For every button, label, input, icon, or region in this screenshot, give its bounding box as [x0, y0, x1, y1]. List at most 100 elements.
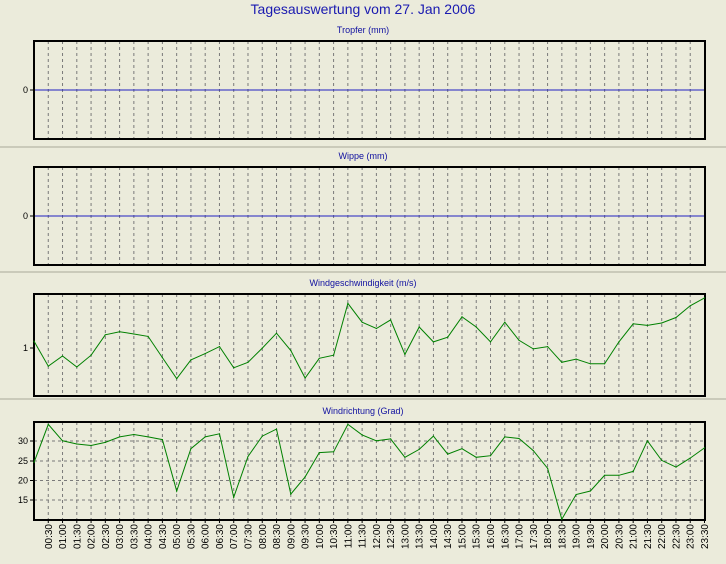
plot-frame-tropfer — [33, 40, 706, 140]
x-tick-label: 10:30 — [329, 524, 340, 549]
x-tick-label: 07:00 — [229, 524, 240, 549]
data-point — [675, 316, 677, 319]
series-line-winddir — [33, 423, 705, 521]
data-point — [375, 440, 377, 442]
data-point — [632, 470, 634, 472]
x-tick-label: 14:00 — [429, 524, 440, 549]
data-point — [646, 324, 649, 326]
data-point — [190, 359, 192, 361]
data-point — [532, 348, 534, 350]
data-point — [275, 428, 278, 430]
x-tick-label: 01:00 — [58, 524, 69, 549]
data-point — [204, 353, 206, 355]
data-point — [290, 349, 292, 352]
x-tick-label: 06:30 — [215, 524, 226, 549]
data-point — [304, 476, 306, 478]
plot-frame-winddir — [33, 421, 706, 521]
x-tick-label: 07:30 — [244, 524, 255, 549]
x-tick-label: 01:30 — [72, 524, 83, 549]
data-point — [347, 302, 349, 304]
data-point — [646, 440, 649, 442]
x-tick-label: 06:00 — [201, 524, 212, 549]
data-point — [618, 474, 620, 476]
y-tick-label: 25 — [18, 456, 28, 466]
x-tick-label: 18:30 — [557, 524, 568, 549]
x-tick-label: 05:00 — [172, 524, 183, 549]
data-point — [547, 346, 549, 348]
data-point — [90, 444, 92, 447]
data-point — [461, 448, 463, 450]
data-point — [119, 331, 121, 333]
data-point — [361, 434, 363, 436]
x-tick-label: 14:30 — [443, 524, 454, 549]
data-point — [176, 378, 178, 380]
data-point — [90, 354, 92, 356]
data-point — [575, 493, 577, 496]
x-tick-label: 10:00 — [315, 524, 326, 549]
data-point — [204, 436, 206, 438]
x-tick-label: 09:00 — [286, 524, 297, 549]
x-tick-label: 20:30 — [614, 524, 625, 549]
x-tick-label: 05:30 — [186, 524, 197, 549]
data-point — [703, 447, 706, 449]
data-point — [518, 339, 520, 341]
y-tick-label: 1 — [23, 343, 28, 353]
data-point — [489, 455, 492, 457]
y-tick-label: 30 — [18, 436, 28, 446]
x-tick-label: 18:00 — [543, 524, 554, 549]
data-point — [76, 366, 78, 368]
x-tick-label: 21:00 — [629, 524, 640, 549]
data-point — [147, 335, 149, 337]
data-point — [632, 323, 634, 325]
data-point — [447, 336, 449, 338]
data-point — [504, 321, 506, 323]
x-tick-label: 12:30 — [386, 524, 397, 549]
x-tick-label: 08:30 — [272, 524, 283, 549]
data-point — [561, 361, 563, 363]
data-point — [133, 333, 135, 335]
data-point — [318, 452, 320, 454]
data-point — [147, 436, 149, 438]
data-point — [475, 456, 477, 458]
x-tick-label: 23:30 — [700, 524, 711, 549]
data-point — [104, 441, 106, 443]
x-tick-label: 12:00 — [372, 524, 383, 549]
data-point — [461, 316, 463, 318]
data-point — [61, 355, 64, 357]
data-point — [418, 448, 420, 450]
data-point — [161, 357, 163, 359]
panel-title-wippe: Wippe (mm) — [339, 151, 388, 161]
x-tick-label: 02:00 — [87, 524, 98, 549]
x-tick-label: 16:00 — [486, 524, 497, 549]
data-point — [333, 354, 335, 356]
data-point — [390, 319, 392, 321]
data-point — [390, 438, 392, 440]
data-point — [190, 448, 192, 450]
data-point — [161, 439, 163, 441]
x-tick-label: 04:30 — [158, 524, 169, 549]
data-point — [661, 459, 663, 461]
data-point — [247, 361, 249, 363]
data-point — [290, 493, 292, 495]
data-point — [133, 433, 135, 436]
y-tick-label: 0 — [23, 211, 28, 221]
data-point — [689, 305, 691, 307]
data-point — [661, 322, 663, 324]
data-point — [47, 365, 49, 367]
data-point — [575, 358, 577, 360]
data-point — [418, 326, 420, 328]
panel-title-tropfer: Tropfer (mm) — [337, 25, 389, 35]
data-point — [404, 353, 406, 355]
panel-title-windspeed: Windgeschwindigkeit (m/s) — [309, 278, 416, 288]
x-tick-label: 08:00 — [258, 524, 269, 549]
data-point — [589, 490, 592, 492]
data-point — [61, 440, 64, 442]
data-point — [176, 490, 178, 492]
data-point — [489, 341, 492, 343]
data-point — [76, 443, 78, 445]
x-tick-label: 03:30 — [129, 524, 140, 549]
data-point — [432, 435, 434, 437]
x-tick-label: 16:30 — [500, 524, 511, 549]
